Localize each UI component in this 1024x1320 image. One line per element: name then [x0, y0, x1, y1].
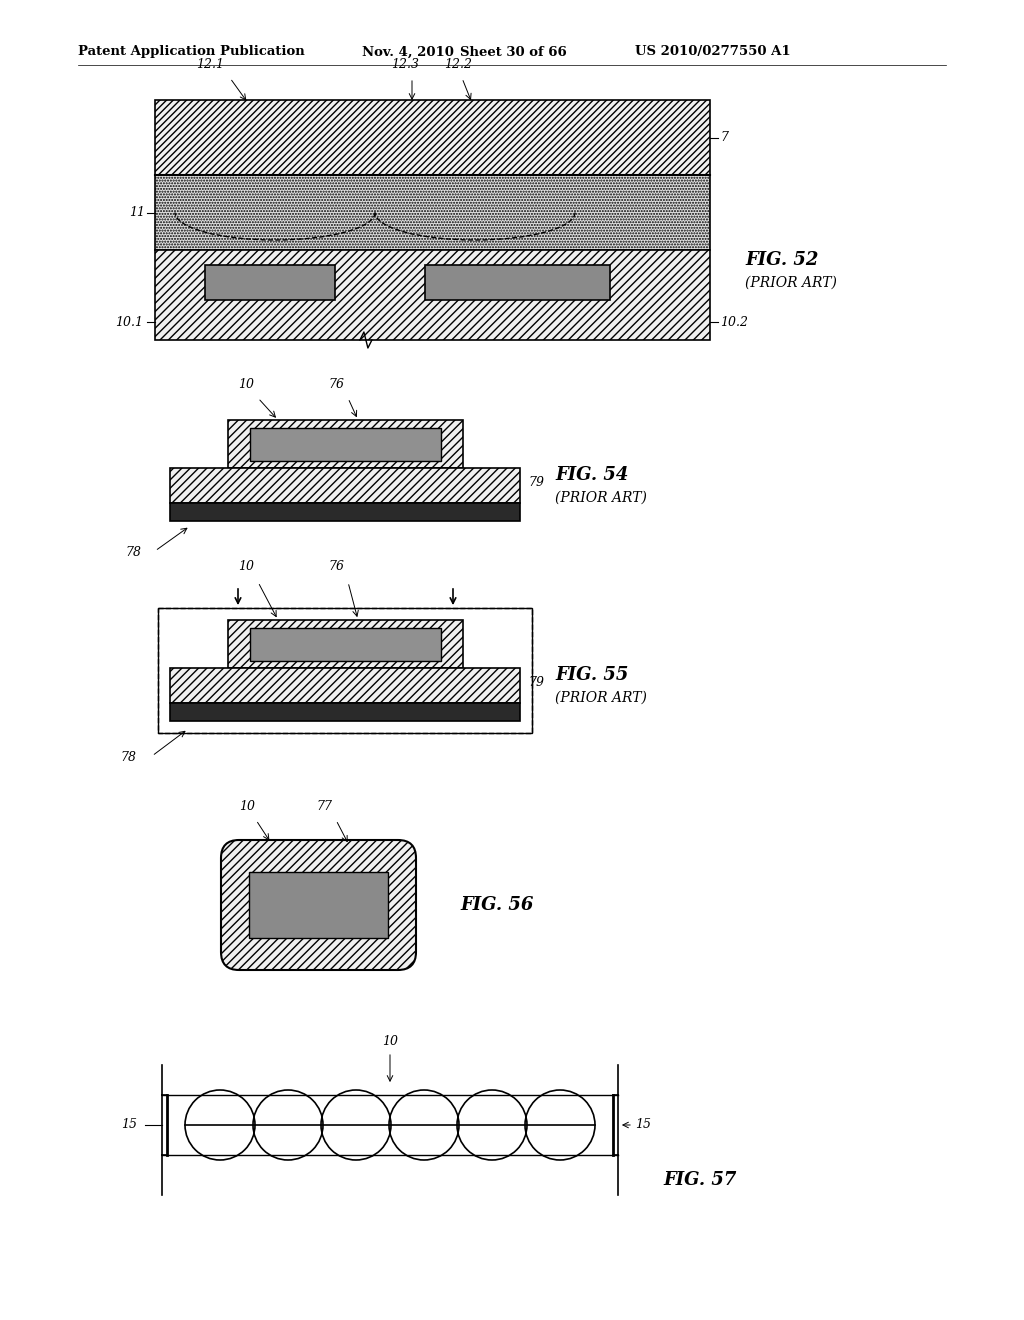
Text: 10: 10 [238, 560, 254, 573]
Text: 79: 79 [528, 676, 544, 689]
Text: 76: 76 [328, 560, 344, 573]
Text: Nov. 4, 2010: Nov. 4, 2010 [362, 45, 454, 58]
Text: 10: 10 [238, 378, 254, 391]
Bar [250, 628, 441, 661]
Bar [158, 609, 532, 733]
Text: 76: 76 [328, 378, 344, 391]
Bar [425, 265, 610, 300]
Text: 77: 77 [316, 800, 332, 813]
Text: FIG. 55: FIG. 55 [555, 667, 629, 684]
Text: 12.2: 12.2 [444, 58, 472, 71]
Text: Sheet 30 of 66: Sheet 30 of 66 [460, 45, 566, 58]
Text: 78: 78 [120, 751, 136, 764]
Text: (PRIOR ART): (PRIOR ART) [555, 491, 647, 506]
Bar [249, 873, 388, 939]
Text: FIG. 56: FIG. 56 [460, 896, 534, 913]
Text: 10.2: 10.2 [720, 315, 748, 329]
Text: Patent Application Publication: Patent Application Publication [78, 45, 305, 58]
Bar [228, 420, 463, 469]
Text: 10: 10 [382, 1035, 398, 1048]
Text: (PRIOR ART): (PRIOR ART) [555, 690, 647, 705]
Text: 10: 10 [239, 800, 255, 813]
Text: 10.1: 10.1 [115, 315, 143, 329]
Text: 12.3: 12.3 [391, 58, 419, 71]
Text: 7: 7 [720, 131, 728, 144]
Text: 78: 78 [125, 546, 141, 558]
Text: 11: 11 [129, 206, 145, 219]
Text: FIG. 52: FIG. 52 [745, 251, 818, 269]
Text: 15: 15 [121, 1118, 137, 1131]
Text: FIG. 54: FIG. 54 [555, 466, 629, 484]
Bar [170, 503, 520, 521]
Text: 12.1: 12.1 [196, 58, 224, 71]
Bar [228, 620, 463, 668]
Bar [158, 609, 532, 733]
Bar [170, 704, 520, 721]
Bar [205, 265, 335, 300]
FancyBboxPatch shape [221, 840, 416, 970]
Text: FIG. 57: FIG. 57 [663, 1171, 736, 1189]
Bar [250, 428, 441, 461]
Bar [155, 100, 710, 176]
Bar [155, 249, 710, 341]
Bar [170, 469, 520, 503]
Bar [155, 176, 710, 249]
Text: 15: 15 [635, 1118, 651, 1131]
Bar [170, 668, 520, 704]
Text: US 2010/0277550 A1: US 2010/0277550 A1 [635, 45, 791, 58]
Text: (PRIOR ART): (PRIOR ART) [745, 276, 837, 290]
Text: 79: 79 [528, 475, 544, 488]
